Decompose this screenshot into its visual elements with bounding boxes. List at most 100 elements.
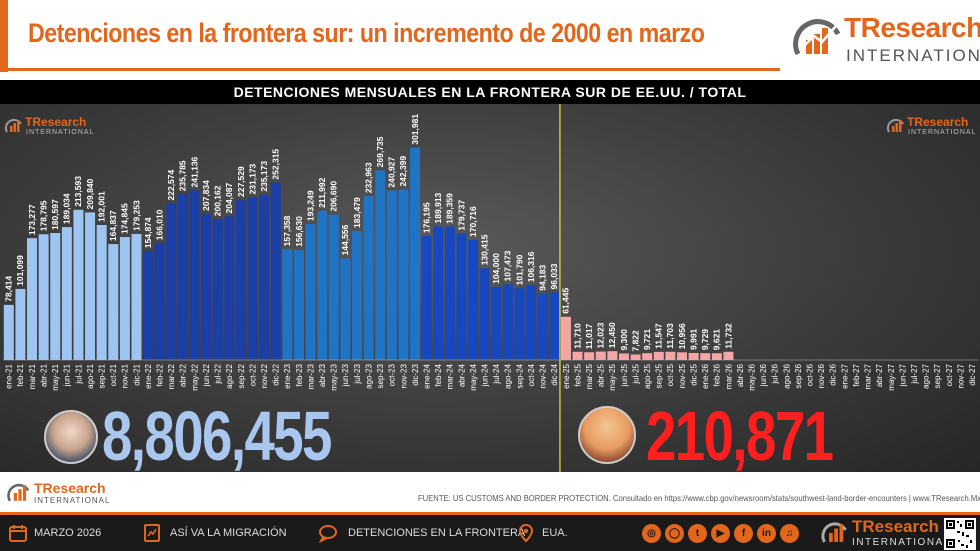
- tick-label-may-21: may-21: [51, 363, 60, 390]
- bar-ene-23: [282, 249, 293, 360]
- youtube-icon[interactable]: ▶: [711, 524, 730, 543]
- bottom-topic[interactable]: DETENCIONES EN LA FRONTERA: [348, 527, 526, 539]
- tick-label-jul-25: jul-25: [631, 363, 640, 384]
- footer-logo-sub: INTERNATIONAL: [34, 496, 111, 505]
- data-label-ene-26: 9,729: [700, 329, 710, 351]
- data-label-ago-21: 209,840: [85, 178, 95, 209]
- footer-logo-name: TResearch: [34, 480, 106, 496]
- data-label-abr-25: 12,023: [596, 322, 606, 348]
- bar-oct-22: [247, 197, 258, 360]
- bar-nov-24: [537, 293, 548, 360]
- bar-feb-24: [433, 226, 444, 360]
- bottom-bar: MARZO 2026 ASÍ VA LA MIGRACIÓN DETENCION…: [0, 512, 980, 551]
- data-label-nov-22: 235,173: [259, 161, 269, 192]
- data-label-jun-25: 9,300: [619, 329, 629, 351]
- tick-label-jun-26: jun-26: [759, 363, 768, 387]
- bar-ene-22: [143, 251, 154, 360]
- tick-label-ago-24: ago-24: [504, 363, 513, 388]
- tick-label-ago-26: ago-26: [782, 363, 791, 388]
- tick-label-oct-21: oct-21: [109, 363, 118, 386]
- bar-jun-22: [201, 213, 212, 360]
- bar-jun-23: [340, 258, 351, 360]
- tick-label-sep-21: sep-21: [97, 363, 106, 388]
- data-label-may-22: 241,136: [189, 156, 199, 187]
- data-label-ago-22: 204,087: [224, 182, 234, 213]
- bar-dic-22: [270, 182, 281, 360]
- bar-ago-21: [85, 212, 96, 360]
- tick-label-oct-27: oct-27: [945, 363, 954, 386]
- tick-label-abr-26: abr-26: [736, 363, 745, 387]
- bar-ago-25: [642, 353, 653, 360]
- data-label-sep-25: 11,547: [654, 323, 664, 349]
- source-note: FUENTE: US CUSTOMS AND BORDER PROTECTION…: [418, 493, 980, 503]
- data-label-dic-24: 96,033: [549, 263, 559, 289]
- web-icon[interactable]: ◎: [642, 524, 661, 543]
- tick-label-dic-27: dic-27: [968, 363, 977, 385]
- tick-label-jul-24: jul-24: [492, 363, 501, 384]
- tick-label-ene-24: ene-24: [422, 363, 431, 388]
- tick-label-ene-22: ene-22: [144, 363, 153, 388]
- header-accent-bar: [0, 0, 8, 72]
- tick-label-mar-25: mar-25: [585, 363, 594, 389]
- tick-label-nov-22: nov-22: [260, 363, 269, 388]
- tick-label-jun-27: jun-27: [898, 363, 907, 387]
- tick-label-may-27: may-27: [887, 363, 896, 390]
- data-label-dic-22: 252,315: [271, 149, 281, 180]
- data-label-jun-22: 207,834: [201, 180, 211, 211]
- data-label-feb-23: 156,630: [294, 216, 304, 247]
- linkedin-icon[interactable]: in: [757, 524, 776, 543]
- bar-jul-24: [491, 286, 502, 360]
- bar-mar-24: [444, 226, 455, 360]
- instagram-icon[interactable]: ◯: [665, 524, 684, 543]
- plot-logo-right: TResearch INTERNATIONAL: [886, 114, 976, 140]
- bar-jun-24: [479, 268, 490, 360]
- plot-logo-name: TResearch: [907, 115, 969, 129]
- bar-oct-23: [386, 190, 397, 360]
- qr-code-icon[interactable]: [944, 518, 976, 550]
- tick-label-abr-25: abr-25: [597, 363, 606, 387]
- data-label-jun-21: 189,034: [62, 193, 72, 224]
- bar-feb-21: [15, 288, 26, 360]
- tick-label-feb-23: feb-23: [295, 363, 304, 386]
- tick-label-ene-21: ene-21: [5, 363, 14, 388]
- tick-label-oct-25: oct-25: [666, 363, 675, 386]
- tick-label-sep-23: sep-23: [376, 363, 385, 388]
- data-label-abr-22: 235,785: [178, 160, 188, 191]
- brand-logo[interactable]: TResearch INTERNATIONAL: [792, 10, 980, 70]
- bar-jul-25: [630, 354, 641, 360]
- chart-subtitle: DETENCIONES MENSUALES EN LA FRONTERA SUR…: [0, 80, 980, 104]
- data-label-may-24: 170,716: [468, 206, 478, 237]
- bar-chart: 78,414 ene-21 101,099 feb-21 173,277 mar-21 17…: [3, 104, 978, 472]
- tick-label-jul-22: jul-22: [214, 363, 223, 384]
- bar-oct-24: [526, 285, 537, 360]
- twitter-icon[interactable]: t: [688, 524, 707, 543]
- bar-may-23: [328, 214, 339, 360]
- header-underline: [0, 68, 780, 71]
- bottom-section[interactable]: ASÍ VA LA MIGRACIÓN: [170, 527, 287, 539]
- bar-jul-23: [352, 230, 363, 360]
- tick-label-ago-27: ago-27: [922, 363, 931, 388]
- facebook-icon[interactable]: f: [734, 524, 753, 543]
- bars-group: 78,414 ene-21 101,099 feb-21 173,277 mar-21 17…: [4, 114, 977, 391]
- bar-ene-24: [421, 236, 432, 360]
- location-pin-icon: [518, 523, 534, 543]
- tiktok-icon[interactable]: ♫: [780, 524, 799, 543]
- bar-nov-21: [119, 237, 130, 360]
- tick-label-feb-27: feb-27: [852, 363, 861, 386]
- bottom-logo[interactable]: TResearch INTERNATIONAL: [820, 516, 949, 550]
- tick-label-nov-23: nov-23: [399, 363, 408, 388]
- bar-dic-23: [410, 147, 421, 360]
- tick-label-oct-23: oct-23: [388, 363, 397, 386]
- data-label-ene-21: 78,414: [4, 276, 14, 302]
- footer-logo[interactable]: TResearch INTERNATIONAL: [6, 478, 109, 508]
- data-label-mar-25: 11,017: [584, 323, 594, 349]
- bar-ago-24: [502, 284, 513, 360]
- tick-label-jul-23: jul-23: [353, 363, 362, 384]
- bar-mar-21: [27, 238, 38, 360]
- bar-abr-25: [595, 351, 606, 360]
- bar-mar-26: [723, 351, 734, 360]
- data-label-sep-22: 227,529: [236, 166, 246, 197]
- bar-feb-23: [293, 249, 304, 360]
- bar-sep-22: [235, 200, 246, 360]
- data-label-oct-25: 11,703: [665, 323, 675, 349]
